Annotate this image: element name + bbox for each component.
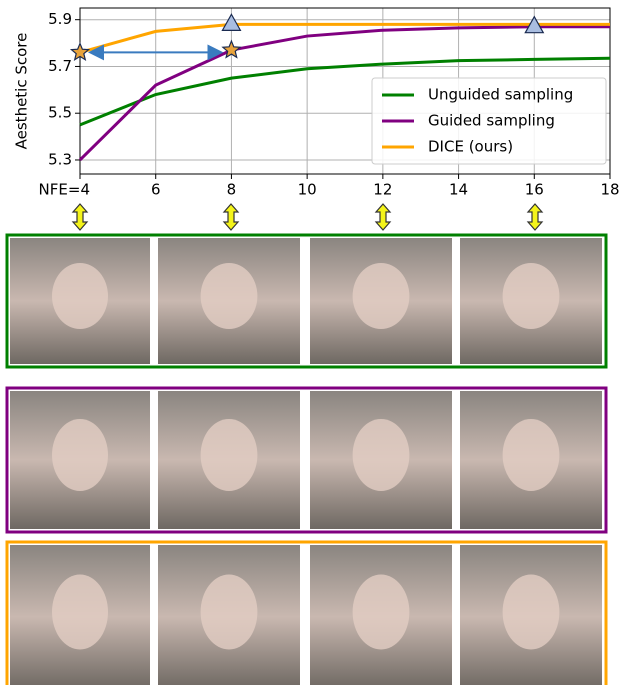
sample-face: [201, 419, 258, 491]
y-tick-label: 5.3: [48, 150, 72, 168]
y-tick-label: 5.7: [48, 57, 72, 75]
legend-label: Guided sampling: [428, 112, 555, 130]
sample-face: [353, 263, 410, 329]
y-tick-label: 5.5: [48, 104, 72, 122]
y-tick-label: 5.9: [48, 10, 72, 28]
image-row: [7, 388, 606, 532]
sample-face: [52, 575, 108, 650]
sample-face: [52, 263, 108, 329]
x-tick-label: 10: [298, 181, 317, 199]
sample-face: [353, 419, 410, 491]
sample-face: [52, 419, 108, 491]
sample-face: [201, 263, 258, 329]
x-tick-label: 12: [373, 181, 392, 199]
sample-face: [503, 575, 560, 650]
figure: Aesthetic Score 5.3 5.5 5.7 5.9 NFE=4 6 8 10 12 1…: [0, 0, 633, 685]
x-tick-label: 14: [449, 181, 468, 199]
sample-face: [201, 575, 258, 650]
sample-face: [503, 263, 560, 329]
column-arrow: [528, 204, 542, 230]
y-axis-label: Aesthetic Score: [13, 33, 31, 150]
x-tick-label: 16: [525, 181, 544, 199]
legend-label: DICE (ours): [428, 138, 513, 156]
column-arrow: [73, 204, 87, 230]
x-tick-label: 18: [600, 181, 619, 199]
x-tick-label: 6: [151, 181, 161, 199]
column-arrow: [224, 204, 238, 230]
triangle-marker: [222, 14, 240, 30]
image-row: [7, 542, 606, 685]
x-tick-label: 8: [227, 181, 237, 199]
legend-label: Unguided sampling: [428, 86, 573, 104]
column-arrow: [376, 204, 390, 230]
sample-face: [353, 575, 410, 650]
x-tick-label: NFE=4: [39, 181, 90, 199]
sample-face: [503, 419, 560, 491]
image-row: [7, 235, 606, 367]
